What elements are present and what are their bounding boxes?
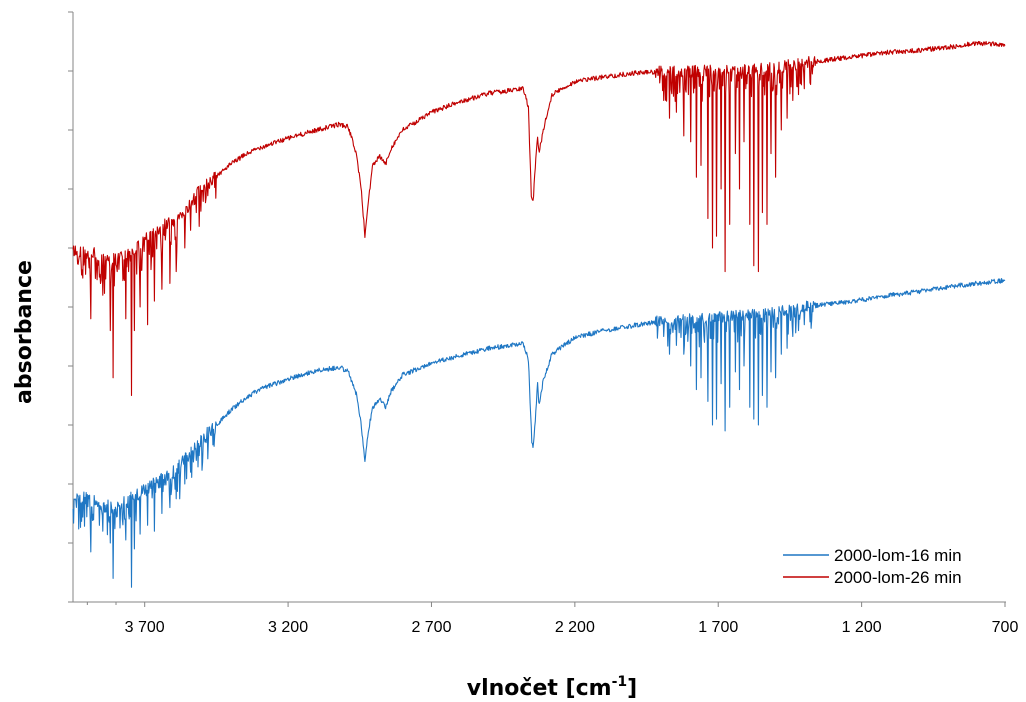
series-layer — [72, 40, 1006, 588]
x-axis-title-superscript: -1 — [612, 674, 628, 690]
x-axis-title-main: vlnočet [cm — [467, 676, 612, 701]
x-tick-label: 3 200 — [268, 619, 308, 636]
x-tick-label: 1 700 — [698, 619, 738, 636]
legend: 2000-lom-16 min 2000-lom-26 min — [783, 546, 962, 587]
x-axis-tick-labels: 3 700 3 200 2 700 2 200 1 700 1 200 700 — [125, 619, 1019, 636]
y-axis-title: absorbance — [12, 260, 37, 404]
legend-entry-1: 2000-lom-26 min — [783, 568, 962, 587]
x-tick-label: 1 200 — [842, 619, 882, 636]
legend-label-1: 2000-lom-26 min — [834, 568, 962, 587]
y-axis-ticks — [68, 11, 73, 603]
x-tick-label: 3 700 — [125, 619, 165, 636]
x-tick-label: 2 700 — [411, 619, 451, 636]
x-axis-ticks — [86, 602, 1006, 607]
x-tick-label: 2 200 — [555, 619, 595, 636]
x-tick-label: 700 — [992, 619, 1019, 636]
legend-entry-0: 2000-lom-16 min — [783, 546, 962, 565]
x-axis-title: vlnočet [cm-1] — [467, 674, 637, 701]
series-line-0 — [72, 278, 1006, 588]
legend-label-0: 2000-lom-16 min — [834, 546, 962, 565]
series-line-1 — [72, 40, 1006, 397]
x-axis-title-close: ] — [627, 676, 637, 701]
